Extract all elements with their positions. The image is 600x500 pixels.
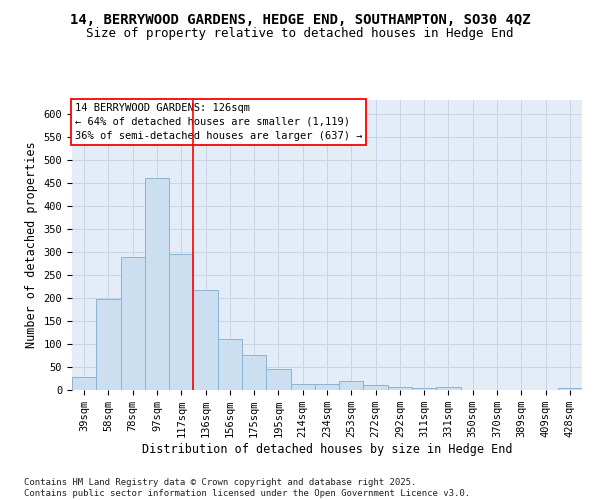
Text: Contains HM Land Registry data © Crown copyright and database right 2025.
Contai: Contains HM Land Registry data © Crown c…	[24, 478, 470, 498]
X-axis label: Distribution of detached houses by size in Hedge End: Distribution of detached houses by size …	[142, 443, 512, 456]
Bar	[121, 256, 145, 390]
Bar	[96, 300, 121, 390]
Bar	[290, 384, 315, 390]
Bar	[145, 178, 169, 390]
Bar	[169, 254, 193, 390]
Bar	[339, 381, 364, 390]
Bar	[412, 388, 436, 390]
Bar	[388, 387, 412, 390]
Text: 14, BERRYWOOD GARDENS, HEDGE END, SOUTHAMPTON, SO30 4QZ: 14, BERRYWOOD GARDENS, HEDGE END, SOUTHA…	[70, 12, 530, 26]
Text: Size of property relative to detached houses in Hedge End: Size of property relative to detached ho…	[86, 28, 514, 40]
Y-axis label: Number of detached properties: Number of detached properties	[25, 142, 38, 348]
Bar	[558, 388, 582, 390]
Bar	[266, 369, 290, 390]
Bar	[242, 356, 266, 390]
Text: 14 BERRYWOOD GARDENS: 126sqm
← 64% of detached houses are smaller (1,119)
36% of: 14 BERRYWOOD GARDENS: 126sqm ← 64% of de…	[74, 103, 362, 141]
Bar	[364, 386, 388, 390]
Bar	[315, 384, 339, 390]
Bar	[436, 387, 461, 390]
Bar	[193, 290, 218, 390]
Bar	[218, 339, 242, 390]
Bar	[72, 377, 96, 390]
